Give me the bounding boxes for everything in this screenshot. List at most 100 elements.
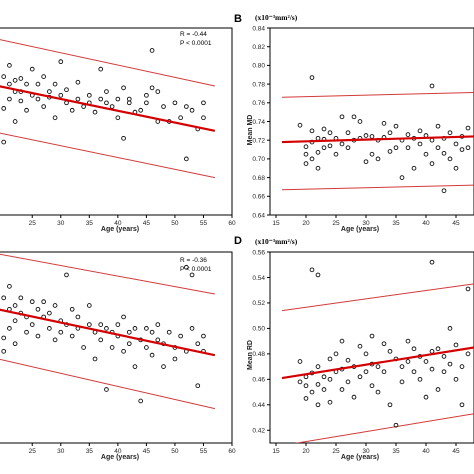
panel-c: 25 30 35 40 45 50 55 60 R = -0.36 P < 0.0001 Ag… (0, 251, 236, 461)
data-point (339, 338, 345, 344)
data-point (7, 284, 12, 289)
data-point (92, 356, 98, 362)
data-point (315, 150, 321, 155)
data-point (375, 389, 381, 395)
data-point (321, 126, 327, 132)
data-point (183, 264, 189, 270)
x-tick-label: 20 (302, 220, 310, 227)
y-tick-label: 0.78 (252, 81, 265, 88)
data-point (7, 96, 12, 102)
data-point (47, 326, 52, 331)
panel-c-p-stat: P < 0.0001 (180, 266, 212, 273)
data-point (52, 337, 58, 343)
panel-d: D (x10⁻³mm²/s) Mean RD 15 20 25 30 35 40 45 0.5… (234, 235, 474, 461)
data-point (149, 48, 155, 53)
ci-upper-line (281, 283, 474, 312)
panel-c-axes-frame (0, 251, 233, 444)
data-point (303, 161, 309, 166)
data-point (327, 376, 333, 382)
y-tick-label: 0.70 (252, 156, 265, 163)
data-point (12, 303, 18, 308)
x-tick-label: 40 (422, 220, 430, 227)
data-point (98, 337, 104, 343)
data-point (109, 345, 115, 350)
data-point (18, 76, 24, 81)
data-point (155, 322, 161, 327)
data-point (315, 272, 321, 278)
data-point (429, 259, 435, 265)
data-point (423, 359, 429, 364)
x-tick-label: 25 (29, 448, 37, 455)
data-point (18, 98, 24, 104)
data-point (69, 306, 75, 312)
data-point (1, 335, 7, 341)
data-point (423, 394, 429, 400)
regression-line (0, 308, 216, 357)
panel-b-label: B (234, 13, 242, 25)
data-point (81, 345, 86, 350)
y-tick-label: 0.50 (252, 326, 265, 333)
data-point (315, 135, 321, 141)
data-point (297, 359, 303, 364)
data-point (115, 96, 121, 102)
x-tick-label: 60 (228, 448, 236, 455)
data-point (126, 329, 132, 335)
data-point (1, 139, 7, 145)
data-point (387, 402, 393, 408)
data-point (327, 356, 333, 362)
data-point (121, 348, 126, 354)
x-tick-label: 55 (200, 448, 208, 455)
data-point (453, 376, 459, 382)
data-point (411, 369, 417, 375)
data-point (172, 100, 178, 106)
data-point (363, 351, 369, 357)
data-point (339, 387, 345, 392)
data-point (447, 130, 453, 136)
data-point (35, 81, 41, 87)
data-point (161, 104, 166, 109)
data-point (375, 156, 381, 162)
data-point (69, 333, 75, 339)
data-point (98, 96, 104, 102)
data-point (363, 369, 369, 375)
data-point (357, 119, 363, 124)
y-tick-label: 0.68 (252, 175, 265, 182)
data-point (429, 348, 435, 354)
data-point (86, 92, 92, 98)
data-point (429, 83, 435, 89)
panel-a-xlabel: Age (years) (101, 226, 139, 233)
data-point (47, 310, 52, 316)
data-point (24, 107, 29, 113)
data-point (459, 364, 465, 369)
data-point (405, 132, 411, 137)
data-point (345, 145, 351, 151)
data-point (75, 79, 81, 85)
ci-upper-line (0, 39, 215, 87)
data-point (435, 387, 441, 392)
data-point (195, 383, 201, 389)
data-point (12, 119, 18, 124)
data-point (126, 96, 132, 102)
x-tick-label: 30 (362, 220, 370, 227)
data-point (465, 286, 471, 292)
panel-b: B (x10⁻³mm²/s) Mean MD 15 20 25 30 35 40 45 0.8… (234, 13, 474, 233)
data-point (121, 314, 126, 320)
panel-b-axes-frame (269, 27, 474, 216)
data-point (363, 159, 369, 165)
panel-d-unit: (x10⁻³mm²/s) (255, 237, 298, 246)
data-point (115, 322, 121, 327)
x-tick-label: 15 (272, 448, 280, 455)
x-tick-label: 40 (114, 448, 122, 455)
data-point (86, 322, 92, 327)
data-point (387, 149, 393, 154)
data-point (126, 100, 132, 106)
y-tick-label: 0.72 (252, 138, 265, 145)
data-point (309, 156, 315, 162)
panel-d-plot: 15 20 25 30 35 40 45 0.56 0.54 0.52 0.50 0.48 0.46 0.… (252, 249, 474, 455)
data-point (7, 81, 12, 87)
data-point (453, 165, 459, 171)
y-tick-label: 0.84 (252, 25, 265, 32)
data-point (459, 147, 465, 152)
panel-c-r-stat: R = -0.36 (180, 257, 207, 264)
